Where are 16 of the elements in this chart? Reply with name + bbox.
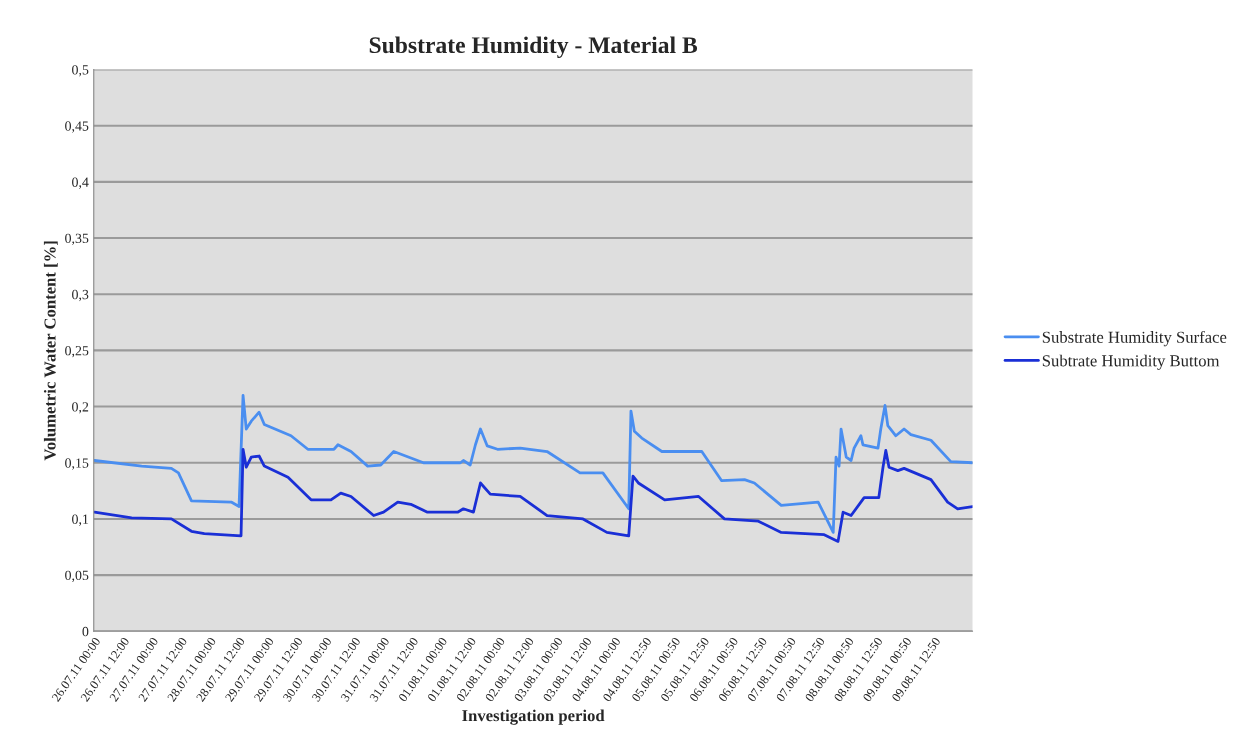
y-tick-label: 0,1: [72, 514, 89, 526]
y-axis-title: Volumetric Water Content [%]: [43, 241, 58, 461]
x-axis-title: Investigation period: [462, 709, 605, 725]
y-tick-label: 0,15: [65, 458, 89, 470]
legend-label: Substrate Humidity Surface: [1042, 330, 1227, 347]
y-tick-label: 0,5: [72, 65, 89, 77]
y-tick-label: 0,45: [65, 121, 89, 133]
y-tick-label: 0,05: [65, 570, 89, 583]
y-tick-label: 0,2: [72, 402, 89, 414]
y-tick-label: 0,4: [72, 177, 89, 189]
y-tick-label: 0,35: [65, 233, 89, 246]
chart-title: Substrate Humidity - Material B: [369, 36, 698, 58]
legend-label: Subtrate Humidity Buttom: [1042, 354, 1220, 370]
y-tick-label: 0,3: [72, 289, 89, 302]
y-tick-label: 0,25: [65, 345, 89, 358]
y-tick-label: 0: [82, 626, 89, 637]
